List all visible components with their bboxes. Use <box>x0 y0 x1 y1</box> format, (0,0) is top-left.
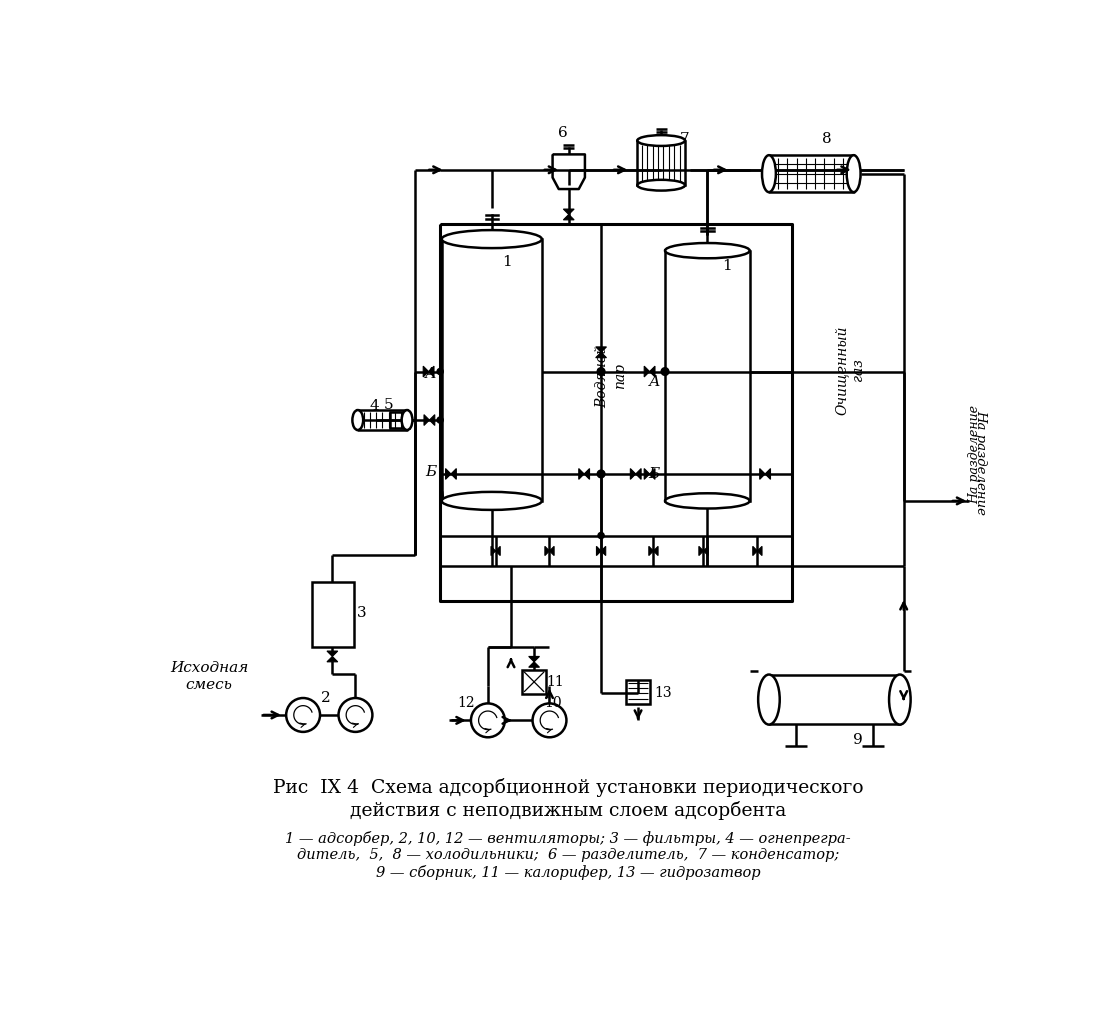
Circle shape <box>598 368 604 375</box>
Polygon shape <box>545 546 549 555</box>
Polygon shape <box>584 469 590 479</box>
Polygon shape <box>451 469 456 479</box>
Circle shape <box>661 368 669 375</box>
Text: действия с неподвижным слоем адсорбента: действия с неподвижным слоем адсорбента <box>349 801 786 820</box>
Polygon shape <box>529 656 539 662</box>
Ellipse shape <box>665 493 750 509</box>
Polygon shape <box>650 469 655 479</box>
Bar <box>390 412 408 427</box>
Circle shape <box>286 698 321 732</box>
Circle shape <box>471 703 505 737</box>
Text: 8: 8 <box>822 132 832 146</box>
Polygon shape <box>649 546 653 555</box>
Polygon shape <box>428 366 434 377</box>
Bar <box>521 670 547 694</box>
Text: 9: 9 <box>853 732 863 747</box>
Text: 6: 6 <box>558 126 568 140</box>
Polygon shape <box>644 469 650 479</box>
Text: Рис  IX 4  Схема адсорбционной установки периодического: Рис IX 4 Схема адсорбционной установки п… <box>273 778 863 797</box>
Polygon shape <box>644 366 650 377</box>
Polygon shape <box>597 546 601 555</box>
Text: 5: 5 <box>384 398 394 412</box>
Text: 13: 13 <box>654 686 672 700</box>
Polygon shape <box>653 546 658 555</box>
Text: Б: Б <box>649 467 660 481</box>
Ellipse shape <box>401 410 413 431</box>
Polygon shape <box>699 546 703 555</box>
Text: 12: 12 <box>458 696 475 711</box>
Ellipse shape <box>441 492 542 510</box>
Text: 10: 10 <box>545 696 562 711</box>
Text: 1: 1 <box>722 260 732 273</box>
Ellipse shape <box>638 180 685 191</box>
Polygon shape <box>496 546 500 555</box>
Text: 2: 2 <box>322 691 332 705</box>
Text: Б: Б <box>425 465 437 479</box>
Text: 3: 3 <box>357 606 366 620</box>
Polygon shape <box>563 214 574 219</box>
Polygon shape <box>563 209 574 214</box>
Polygon shape <box>579 469 584 479</box>
Polygon shape <box>446 469 451 479</box>
Polygon shape <box>703 546 709 555</box>
Polygon shape <box>760 469 765 479</box>
Text: На разделение: На разделение <box>974 410 987 515</box>
Ellipse shape <box>762 156 776 193</box>
Text: Очищенный
газ: Очищенный газ <box>834 325 865 415</box>
Polygon shape <box>429 415 435 425</box>
Text: 4: 4 <box>369 400 379 413</box>
Circle shape <box>437 417 444 423</box>
Text: А: А <box>649 375 660 388</box>
Bar <box>312 582 354 647</box>
Bar <box>625 680 650 705</box>
Polygon shape <box>757 546 762 555</box>
Polygon shape <box>650 366 655 377</box>
Polygon shape <box>596 347 607 352</box>
Polygon shape <box>630 469 635 479</box>
Ellipse shape <box>846 156 861 193</box>
Polygon shape <box>491 546 496 555</box>
Polygon shape <box>327 656 338 662</box>
Circle shape <box>338 698 373 732</box>
Polygon shape <box>549 546 554 555</box>
Polygon shape <box>529 662 539 667</box>
Text: 9 — сборник, 11 — калорифер, 13 — гидрозатвор: 9 — сборник, 11 — калорифер, 13 — гидроз… <box>376 864 761 880</box>
Polygon shape <box>601 546 606 555</box>
Text: На разделение: На разделение <box>968 405 981 505</box>
Text: Исходная
смесь: Исходная смесь <box>170 661 248 691</box>
Circle shape <box>598 470 604 478</box>
Polygon shape <box>635 469 641 479</box>
Text: 11: 11 <box>547 675 564 689</box>
Polygon shape <box>596 352 607 357</box>
Text: Водяной
пар: Водяной пар <box>596 345 627 408</box>
Polygon shape <box>753 546 757 555</box>
Polygon shape <box>424 415 429 425</box>
Text: А: А <box>425 367 437 381</box>
Text: 7: 7 <box>680 132 689 146</box>
Circle shape <box>598 533 604 539</box>
Ellipse shape <box>638 135 685 146</box>
Ellipse shape <box>889 675 910 724</box>
Circle shape <box>437 369 444 375</box>
Text: 1 — адсорбер, 2, 10, 12 — вентиляторы; 3 — фильтры, 4 — огнепрегра-: 1 — адсорбер, 2, 10, 12 — вентиляторы; 3… <box>285 830 851 846</box>
Polygon shape <box>424 366 428 377</box>
Text: дитель,  5,  8 — холодильники;  6 — разделитель,  7 — конденсатор;: дитель, 5, 8 — холодильники; 6 — раздели… <box>297 848 840 862</box>
Ellipse shape <box>353 410 363 431</box>
Circle shape <box>532 703 567 737</box>
Ellipse shape <box>759 675 780 724</box>
Text: 1: 1 <box>502 255 512 269</box>
Polygon shape <box>327 651 338 656</box>
Ellipse shape <box>665 243 750 259</box>
Polygon shape <box>765 469 771 479</box>
Ellipse shape <box>441 230 542 248</box>
